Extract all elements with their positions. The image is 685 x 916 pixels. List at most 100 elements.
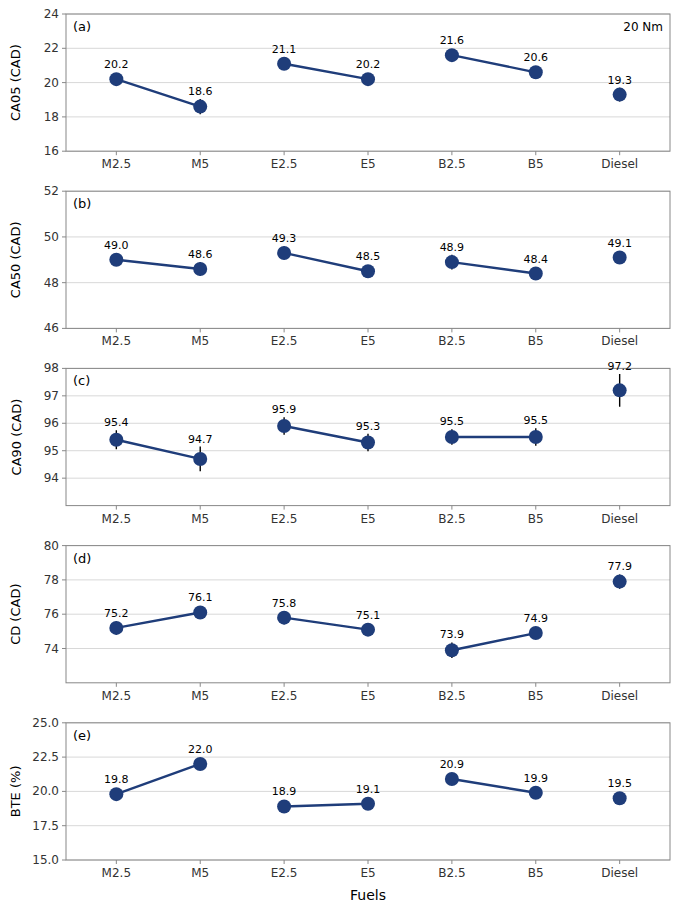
y-tick-label: 25.0 xyxy=(32,716,59,730)
point xyxy=(445,643,459,657)
point xyxy=(445,430,459,444)
data-label: 20.6 xyxy=(524,51,549,64)
data-label: 18.6 xyxy=(188,85,213,98)
grid-line xyxy=(66,757,670,758)
x-tick xyxy=(200,860,201,864)
y-tick xyxy=(62,423,66,424)
marks xyxy=(109,246,626,281)
x-tick-label: B5 xyxy=(528,157,544,171)
grid-line xyxy=(66,236,670,237)
y-tick xyxy=(62,116,66,117)
y-tick-label: 74 xyxy=(44,642,59,656)
point xyxy=(277,419,291,433)
annotation: 20 Nm xyxy=(623,20,663,34)
y-tick-label: 22.5 xyxy=(32,750,59,764)
data-label: 75.1 xyxy=(356,609,381,622)
data-label: 95.5 xyxy=(440,415,465,428)
plot-frame xyxy=(66,723,670,860)
x-tick-label: E5 xyxy=(360,334,375,348)
y-tick xyxy=(62,151,66,152)
x-tick-label: M5 xyxy=(191,866,209,880)
x-tick xyxy=(284,683,285,687)
point xyxy=(529,430,543,444)
x-tick xyxy=(116,683,117,687)
x-tick xyxy=(535,860,536,864)
y-tick xyxy=(62,860,66,861)
data-label: 77.9 xyxy=(607,560,632,573)
point xyxy=(109,253,123,267)
data-label: 48.5 xyxy=(356,250,381,263)
y-tick xyxy=(62,545,66,546)
x-tick-label: B2.5 xyxy=(438,512,465,526)
panel-label: (e) xyxy=(73,728,91,743)
data-label: 22.0 xyxy=(188,743,213,756)
x-tick-label: E5 xyxy=(360,689,375,703)
x-tick-label: B5 xyxy=(528,334,544,348)
y-tick-label: 17.5 xyxy=(32,819,59,833)
x-tick xyxy=(619,683,620,687)
point xyxy=(613,251,627,265)
y-tick xyxy=(62,478,66,479)
point xyxy=(613,383,627,397)
point xyxy=(277,57,291,71)
point xyxy=(529,786,543,800)
x-tick-label: M5 xyxy=(191,157,209,171)
x-tick xyxy=(116,860,117,864)
y-tick xyxy=(62,14,66,15)
y-axis-label: BTE (%) xyxy=(9,766,24,818)
x-tick-label: B5 xyxy=(528,689,544,703)
marks xyxy=(109,48,626,114)
point xyxy=(109,621,123,635)
point xyxy=(613,88,627,102)
panel: 9495969798M2.5M5E2.5E5B2.5B5Diesel95.494… xyxy=(9,360,671,526)
x-tick-label: B2.5 xyxy=(438,157,465,171)
x-tick xyxy=(116,151,117,155)
y-tick xyxy=(62,722,66,723)
y-tick xyxy=(62,82,66,83)
point xyxy=(109,72,123,86)
pair-line xyxy=(116,260,200,269)
y-tick-label: 52 xyxy=(44,184,59,198)
y-tick-label: 18 xyxy=(44,110,59,124)
y-tick-label: 22 xyxy=(44,41,59,55)
y-tick xyxy=(62,282,66,283)
pair-line xyxy=(116,612,200,627)
data-label: 75.8 xyxy=(272,597,297,610)
data-label: 49.0 xyxy=(104,239,129,252)
y-tick-label: 20 xyxy=(44,76,59,90)
panel-label: (a) xyxy=(73,19,91,34)
y-tick-label: 48 xyxy=(44,276,59,290)
x-tick-label: B5 xyxy=(528,512,544,526)
x-tick-label: M2.5 xyxy=(102,866,131,880)
y-tick-label: 24 xyxy=(44,7,59,21)
x-tick xyxy=(284,328,285,332)
x-tick-label: E2.5 xyxy=(271,157,298,171)
grid-line xyxy=(66,579,670,580)
data-label: 49.1 xyxy=(607,237,632,250)
point xyxy=(529,626,543,640)
point xyxy=(361,264,375,278)
data-label: 20.2 xyxy=(356,58,381,71)
x-tick xyxy=(368,328,369,332)
point xyxy=(277,246,291,260)
y-tick xyxy=(62,757,66,758)
x-tick xyxy=(451,860,452,864)
x-tick-label: M5 xyxy=(191,512,209,526)
x-tick-label: M2.5 xyxy=(102,334,131,348)
y-tick xyxy=(62,648,66,649)
data-label: 19.8 xyxy=(104,773,129,786)
x-tick xyxy=(619,328,620,332)
grid-line xyxy=(66,48,670,49)
point xyxy=(613,575,627,589)
pair-line xyxy=(452,436,536,438)
data-label: 75.2 xyxy=(104,607,129,620)
pair-line xyxy=(284,804,368,807)
x-tick xyxy=(200,328,201,332)
point xyxy=(613,791,627,805)
data-label: 95.4 xyxy=(104,416,129,429)
y-tick-label: 76 xyxy=(44,607,59,621)
data-label: 21.1 xyxy=(272,43,297,56)
point xyxy=(109,787,123,801)
data-label: 94.7 xyxy=(188,433,213,446)
y-tick-label: 98 xyxy=(44,361,59,375)
